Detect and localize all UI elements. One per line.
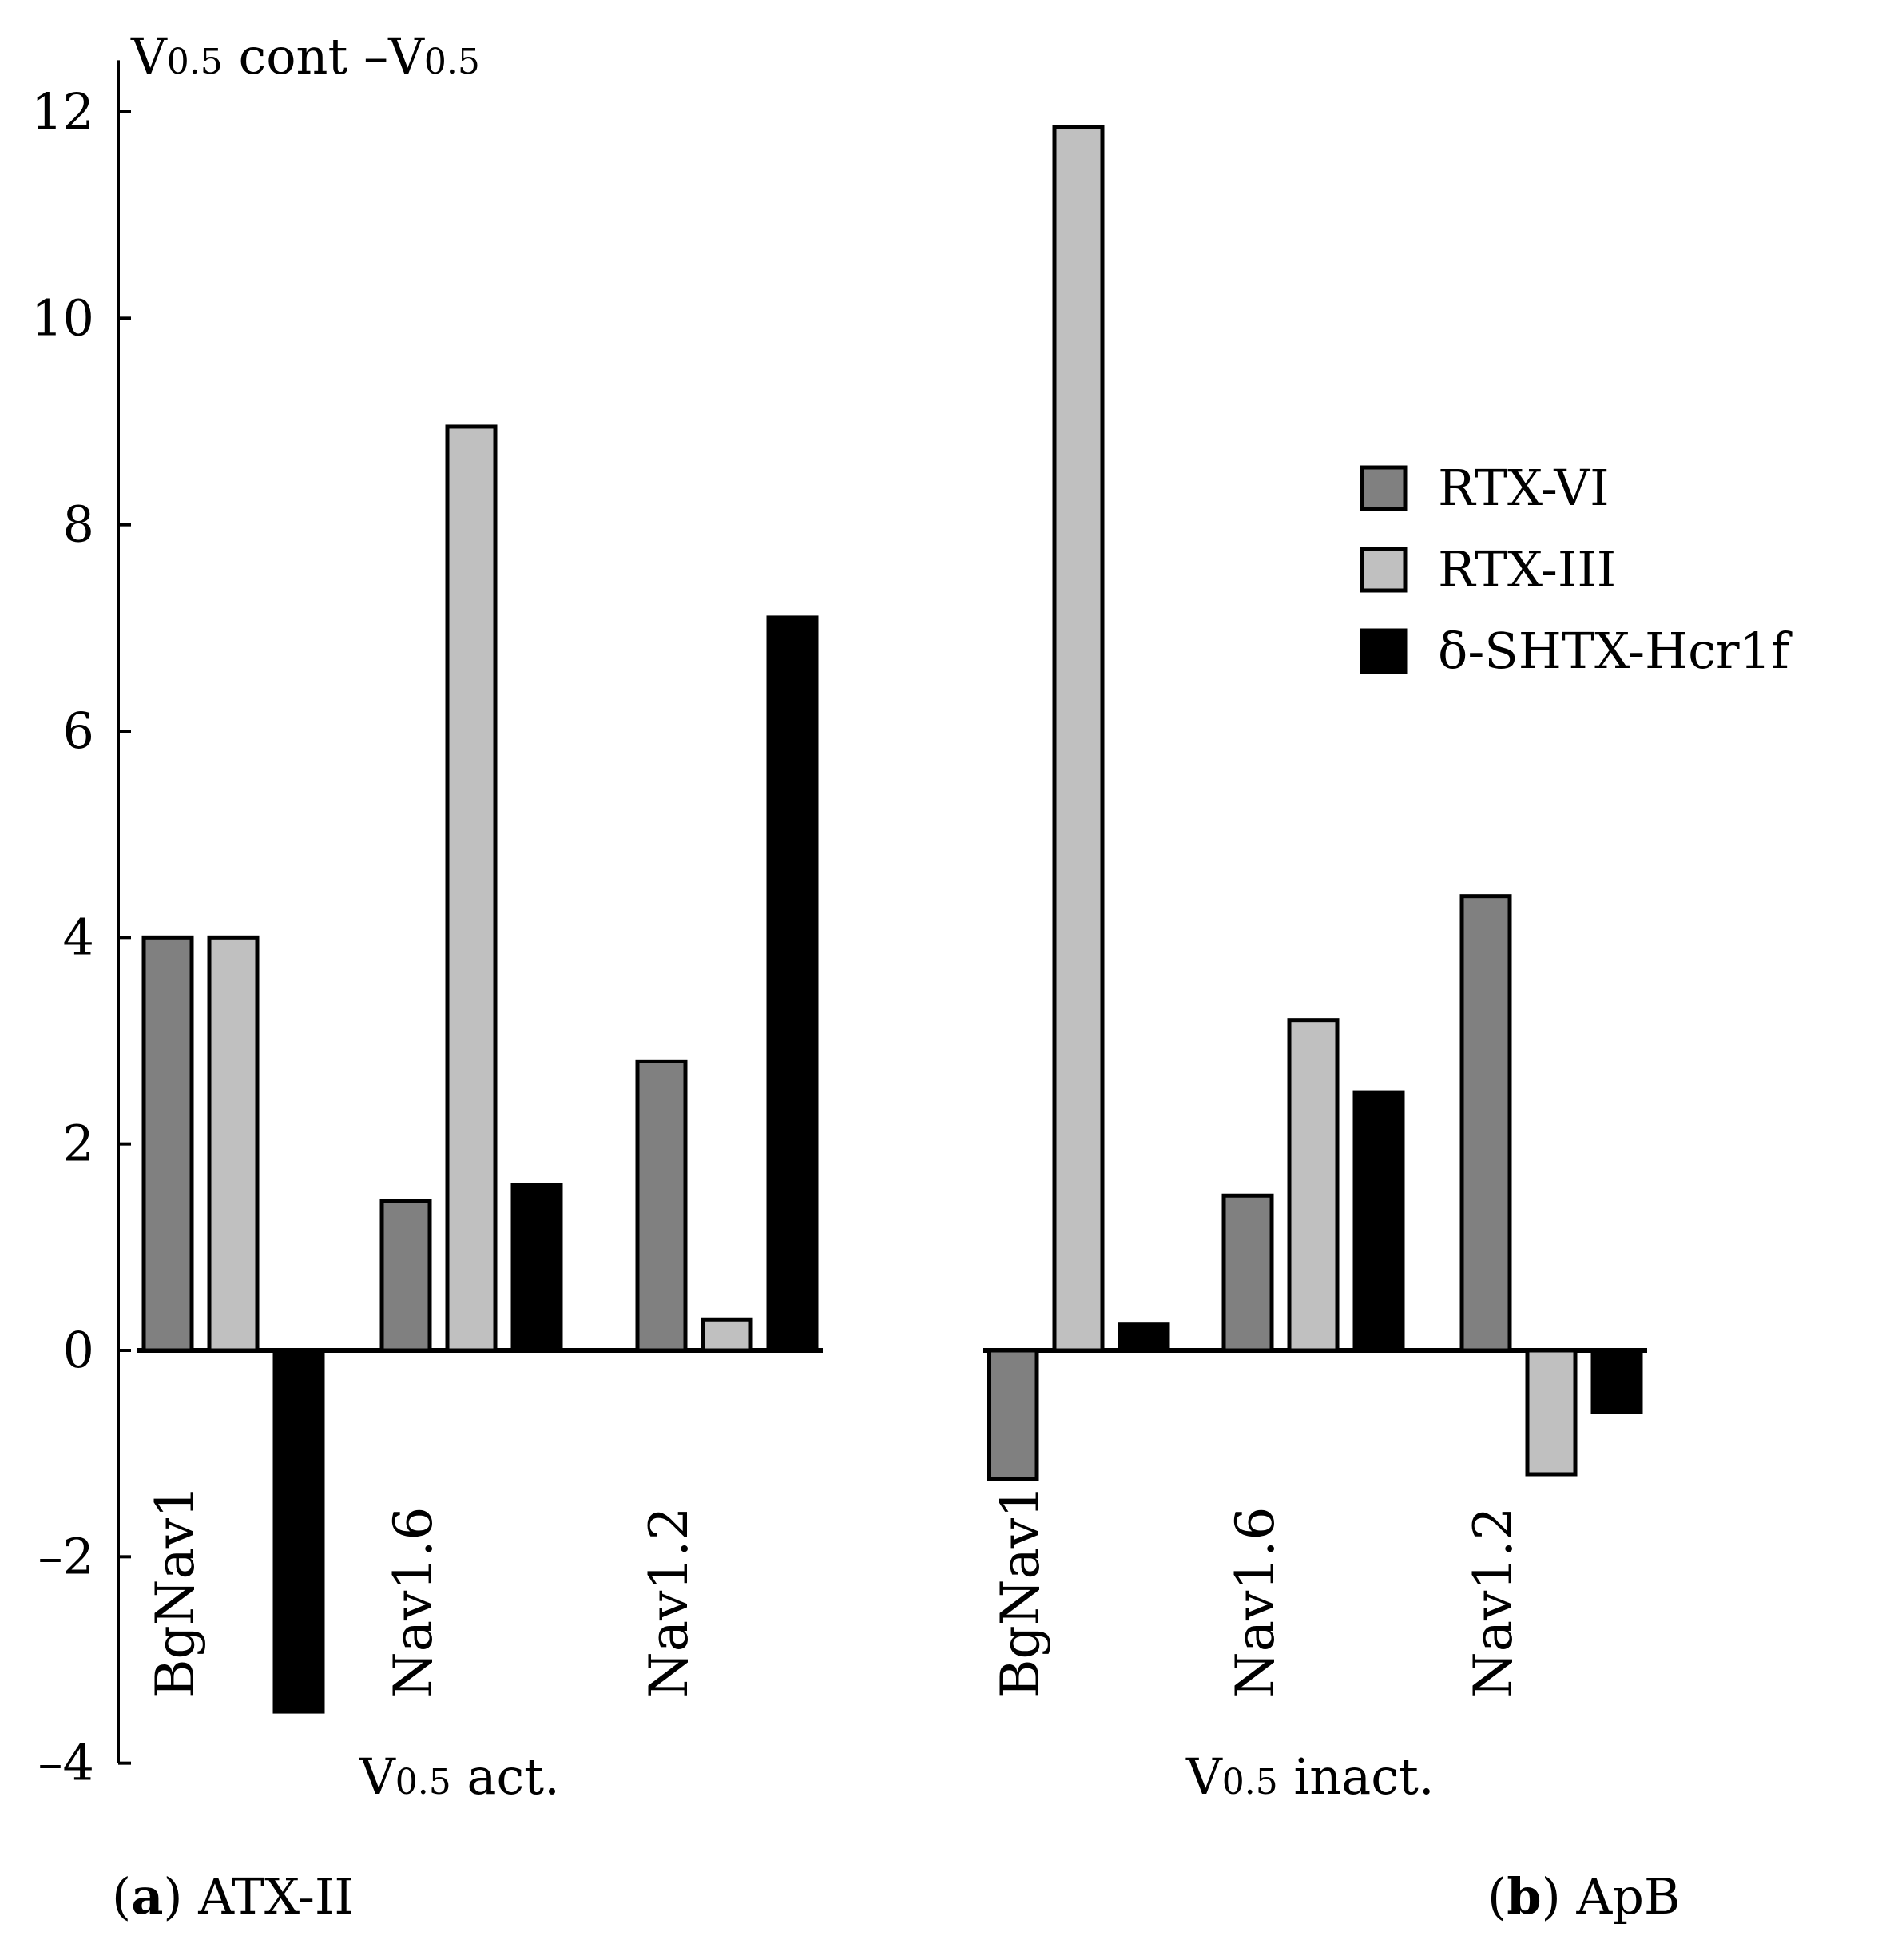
y-axis-label: V0.5 cont –V0.5 — [130, 27, 480, 85]
legend-label-rtx-iii: RTX-III — [1438, 540, 1616, 598]
y-tick-label: 6 — [63, 702, 94, 760]
bar-inact-bgnav1-rtx-vi — [987, 1348, 1039, 1481]
bar-act-nav12-shtx — [766, 615, 819, 1353]
y-tick-label: 12 — [31, 82, 94, 141]
y-tick-label: 0 — [63, 1321, 94, 1379]
panel-label-inact: (b) ApB — [1487, 1867, 1680, 1926]
group-label-act: V0.5 act. — [359, 1747, 560, 1806]
labels: V0.5 cont –V0.5 BgNav1 Nav1.6 Nav1.2 V0.5 ac… — [112, 27, 1680, 1926]
bar-inact-nav16-rtx-iii — [1287, 1018, 1340, 1353]
bar-act-bgnav1-rtx-vi — [141, 935, 194, 1353]
category-label: BgNav1 — [990, 1485, 1051, 1698]
y-tick-label: 4 — [63, 908, 94, 966]
bar-inact-nav12-rtx-vi — [1459, 894, 1512, 1353]
bar-inact-nav16-rtx-vi — [1221, 1193, 1274, 1353]
bar-inact-nav16-shtx — [1352, 1090, 1405, 1353]
y-tick-label: –2 — [38, 1527, 94, 1585]
bar-inact-bgnav1-rtx-iii — [1052, 125, 1105, 1353]
category-label: Nav1.2 — [638, 1507, 700, 1698]
legend-label-shtx: δ-SHTX-Hcr1f — [1438, 622, 1793, 680]
y-tick-label: 10 — [31, 288, 94, 347]
bar-act-bgnav1-rtx-iii — [207, 935, 260, 1353]
panel-label-act: (a) ATX-II — [112, 1867, 354, 1926]
bars — [141, 125, 1643, 1714]
legend-swatch-rtx-iii — [1360, 547, 1408, 593]
legend-label-rtx-vi: RTX-VI — [1438, 459, 1610, 517]
legend-swatch-rtx-vi — [1360, 465, 1408, 511]
bar-act-nav16-rtx-vi — [379, 1199, 432, 1353]
bar-act-nav16-rtx-iii — [445, 424, 498, 1353]
category-label: BgNav1 — [145, 1485, 206, 1698]
category-label: Nav1.6 — [1225, 1507, 1286, 1698]
category-label: Nav1.2 — [1463, 1507, 1524, 1698]
bar-inact-nav12-rtx-iii — [1525, 1348, 1578, 1477]
y-tick-label: –4 — [38, 1734, 94, 1792]
y-tick-label: 2 — [63, 1115, 94, 1173]
bar-act-bgnav1-shtx — [272, 1348, 325, 1714]
bar-act-nav12-rtx-vi — [635, 1059, 688, 1353]
bar-act-nav16-shtx — [510, 1183, 563, 1353]
y-tick-label: 8 — [63, 495, 94, 554]
category-label: Nav1.6 — [383, 1507, 444, 1698]
legend-swatch-shtx — [1360, 628, 1408, 674]
bar-act-nav12-rtx-iii — [701, 1317, 753, 1353]
bar-inact-bgnav1-shtx — [1118, 1322, 1170, 1353]
bar-inact-nav12-shtx — [1590, 1348, 1643, 1414]
legend: RTX-VI RTX-III δ-SHTX-Hcr1f — [1360, 459, 1793, 680]
group-label-inact: V0.5 inact. — [1185, 1747, 1435, 1806]
